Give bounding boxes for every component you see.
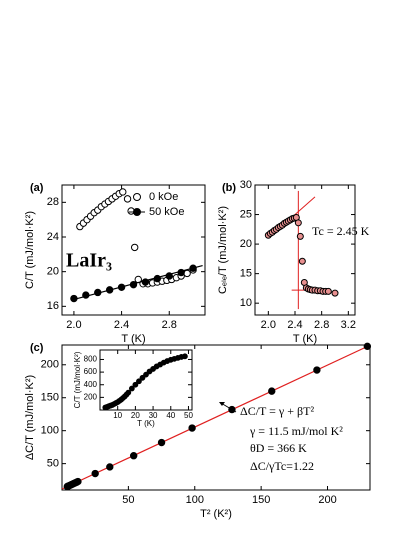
- x-tick-label: 2.0: [261, 319, 276, 331]
- data-point: [268, 387, 276, 395]
- x-tick-label: 200: [318, 494, 336, 506]
- data-point: [363, 342, 372, 351]
- x-tick-label: 40: [166, 411, 175, 420]
- data-point: [74, 477, 82, 486]
- x-axis-label: T (K): [137, 419, 155, 428]
- x-tick-label: 50: [122, 494, 134, 506]
- y-tick-label: 100: [41, 425, 59, 437]
- y-tick-label: 28: [47, 196, 59, 208]
- x-axis-label: T (K): [121, 333, 145, 345]
- y-tick-label: 16: [47, 300, 59, 312]
- y-axis-label: Cₑₗₑ/T (mJ/mol·K²): [217, 206, 229, 294]
- annotation: ΔC/γTc=1.22: [250, 459, 314, 473]
- data-point: [189, 264, 197, 272]
- x-tick-label: 100: [186, 494, 204, 506]
- data-point: [296, 232, 304, 240]
- data-point: [331, 289, 339, 297]
- annotation-arrow: [220, 402, 237, 413]
- x-axis-label: T² (K²): [200, 508, 232, 520]
- data-point: [153, 274, 162, 283]
- legend-marker: [133, 208, 141, 216]
- x-tick-label: 2.4: [287, 319, 302, 331]
- y-axis-label: ΔC/T (mJ/mol·K²): [24, 375, 36, 460]
- y-tick-label: 150: [41, 392, 59, 404]
- panel-label: (b): [222, 182, 236, 194]
- data-point: [188, 424, 196, 432]
- data-point: [294, 219, 302, 227]
- data-point: [91, 469, 99, 478]
- data-point: [117, 283, 126, 291]
- x-tick-label: 2.8: [162, 319, 177, 331]
- x-tick-label: 2.4: [114, 319, 129, 331]
- y-tick-label: 24: [47, 231, 59, 243]
- y-tick-label: 10: [240, 297, 252, 309]
- x-tick-label: 2.0: [66, 319, 81, 331]
- y-tick-label: 15: [240, 268, 252, 280]
- data-point: [128, 385, 135, 392]
- y-tick-label: 20: [240, 238, 252, 250]
- y-tick-label: 600: [84, 367, 98, 376]
- data-point: [70, 294, 78, 303]
- data-point: [94, 288, 102, 297]
- arrow-head: [219, 402, 225, 406]
- data-point: [141, 278, 150, 286]
- data-point: [157, 438, 166, 447]
- x-tick-label: 3.2: [341, 319, 356, 331]
- y-tick-label: 50: [47, 458, 59, 470]
- x-tick-label: 30: [149, 411, 158, 420]
- y-tick-label: 400: [84, 380, 98, 389]
- data-point: [125, 389, 132, 396]
- data-point: [177, 268, 185, 277]
- data-point: [123, 195, 132, 203]
- y-tick-label: 30: [240, 179, 252, 191]
- data-point: [298, 257, 306, 265]
- annotation: γ = 11.5 mJ/mol K²: [249, 424, 343, 438]
- data-point: [106, 463, 114, 471]
- data-point: [119, 188, 127, 196]
- annotation: Tc = 2.45 K: [312, 224, 370, 238]
- legend-marker: [133, 193, 141, 201]
- data-point: [182, 353, 188, 360]
- data-point: [324, 287, 332, 295]
- x-axis-label: T (K): [293, 333, 317, 345]
- data-point: [129, 452, 138, 460]
- data-point: [130, 243, 139, 252]
- x-tick-label: 50: [184, 411, 193, 420]
- plot-frame: [254, 184, 356, 316]
- data-point: [165, 272, 173, 280]
- x-tick-label: 10: [113, 411, 122, 420]
- y-tick-label: 20: [47, 266, 59, 278]
- y-axis-label: C/T (mJ/mol·K²): [73, 351, 82, 408]
- y-tick-label: 200: [41, 359, 59, 371]
- data-point: [313, 366, 321, 374]
- panel-label: (a): [30, 182, 44, 194]
- data-point: [183, 269, 191, 278]
- data-point: [132, 381, 139, 388]
- y-tick-label: 25: [240, 208, 252, 220]
- data-point: [136, 378, 142, 385]
- legend-label: 50 kOe: [149, 206, 184, 218]
- annotation: θD = 366 K: [250, 441, 307, 455]
- legend-label: 0 kOe: [149, 191, 178, 203]
- y-tick-label: 800: [84, 355, 98, 364]
- data-point: [143, 371, 149, 378]
- x-tick-label: 2.8: [314, 319, 329, 331]
- y-axis-label: C/T (mJ/mol·K²): [24, 211, 36, 289]
- data-point: [139, 374, 146, 381]
- panel-label: (c): [30, 342, 44, 354]
- annotation: ΔC/T = γ + βT²: [240, 404, 314, 418]
- x-tick-label: 20: [131, 411, 140, 420]
- y-tick-label: 200: [84, 392, 98, 401]
- data-point: [82, 291, 90, 299]
- x-tick-label: 150: [252, 494, 270, 506]
- annotation: LaIr₃: [66, 250, 112, 272]
- data-point: [105, 286, 114, 294]
- data-point: [129, 280, 138, 289]
